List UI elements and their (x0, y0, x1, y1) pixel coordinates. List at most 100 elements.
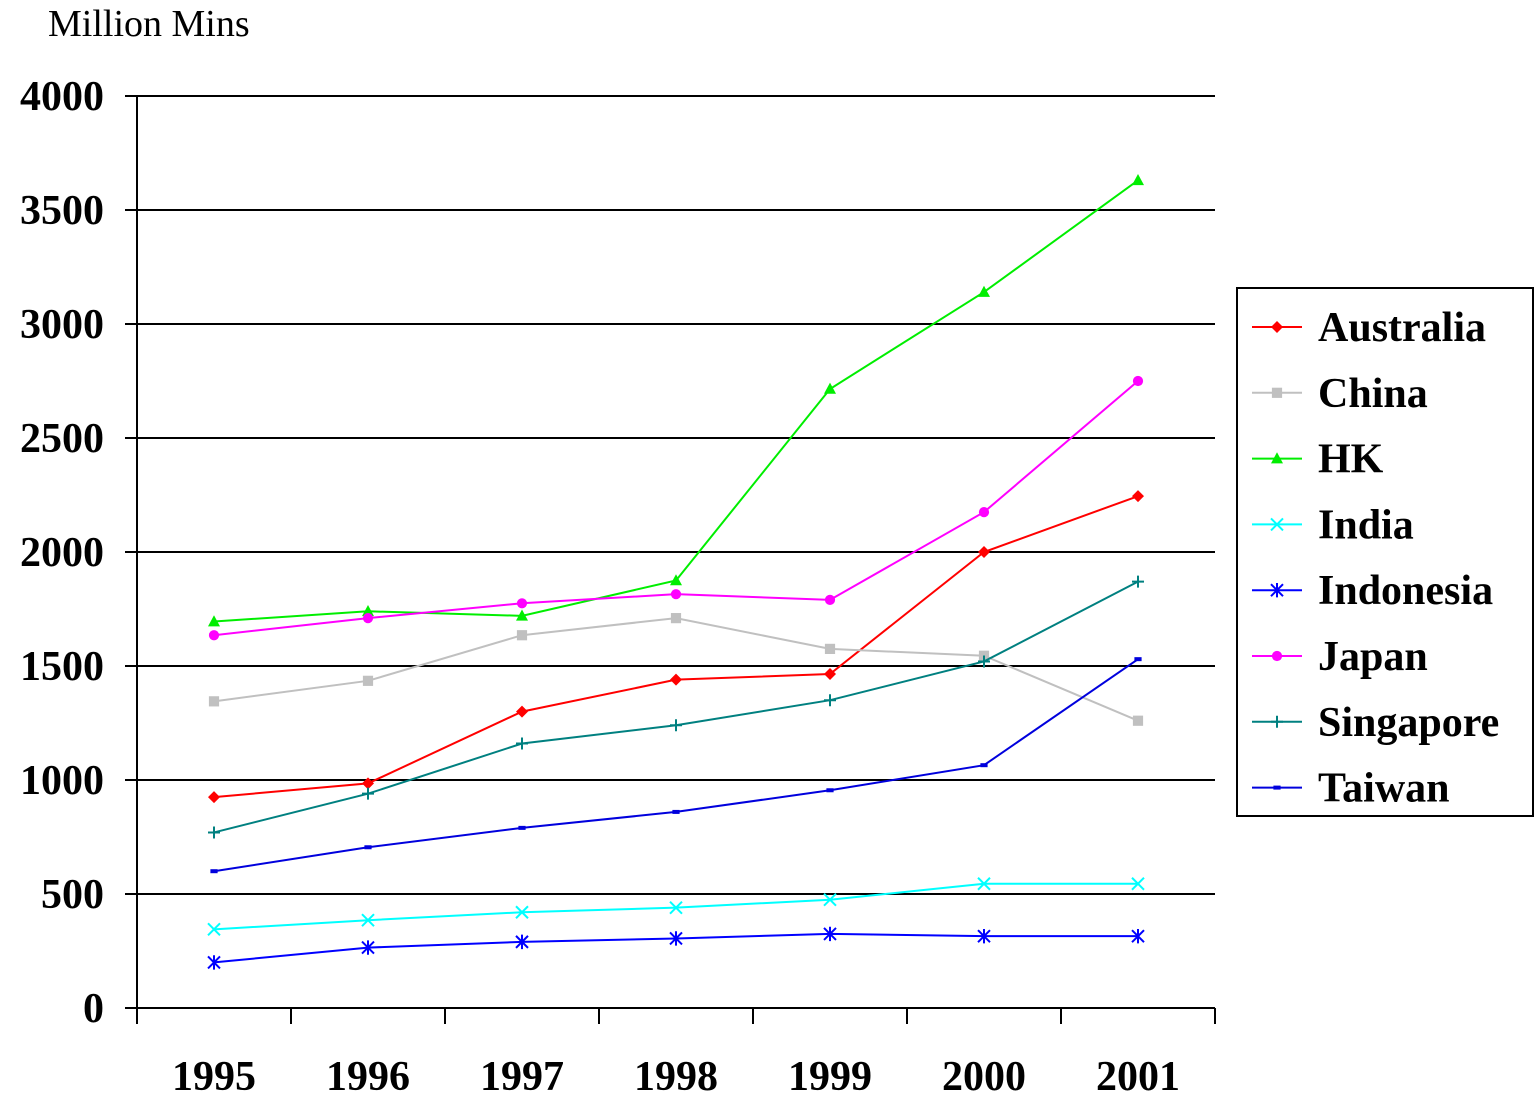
legend-label: Indonesia (1318, 568, 1493, 614)
data-point (208, 696, 220, 707)
legend-box (1236, 287, 1534, 817)
legend-item-singapore: Singapore (1252, 700, 1499, 746)
data-point (980, 763, 988, 768)
data-point (824, 667, 836, 680)
y-tick-label: 4000 (20, 74, 104, 120)
data-point (362, 777, 374, 790)
legend-label: HK (1318, 437, 1384, 483)
legend-label: China (1318, 371, 1428, 417)
series-line (213, 179, 1139, 623)
legend-label: India (1318, 502, 1414, 548)
data-point (515, 934, 529, 950)
series-taiwan (210, 657, 1142, 874)
data-point (1132, 174, 1144, 186)
x-tick-label: 1995 (172, 1054, 256, 1100)
data-point (1132, 715, 1144, 726)
x-tick-label: 2000 (942, 1054, 1026, 1100)
data-point (1270, 517, 1284, 532)
series-australia (208, 490, 1144, 804)
legend-item-indonesia: Indonesia (1252, 568, 1493, 614)
data-point (670, 589, 682, 600)
data-point (1131, 928, 1145, 944)
y-tick-label: 1500 (20, 644, 104, 690)
legend-item-china: China (1252, 371, 1428, 417)
legend: Australia China HK India Indonesia Japan Singa… (1236, 287, 1534, 817)
data-point (1271, 650, 1283, 662)
series-line (213, 658, 1139, 873)
data-point (362, 613, 374, 624)
data-point (515, 905, 529, 919)
x-tick-label: 1996 (326, 1054, 410, 1100)
x-tick-label: 1997 (480, 1054, 564, 1100)
data-point (670, 673, 682, 686)
series-china (208, 613, 1144, 726)
data-point (669, 900, 683, 915)
data-point (669, 931, 683, 946)
legend-item-india: India (1252, 502, 1414, 548)
data-point (516, 630, 528, 641)
data-point (823, 926, 837, 942)
data-point (516, 737, 528, 750)
data-point (1132, 575, 1144, 588)
series-singapore (208, 575, 1144, 839)
y-tick-label: 3000 (20, 302, 104, 348)
data-point (208, 791, 220, 804)
data-point (518, 825, 526, 830)
data-point (207, 955, 221, 970)
legend-label: Taiwan (1318, 766, 1450, 812)
data-point (824, 643, 836, 654)
data-point (361, 913, 375, 927)
data-point (1273, 785, 1281, 790)
series-line (213, 617, 1139, 722)
y-axis-label: Million Mins (48, 3, 250, 45)
legend-label: Singapore (1318, 700, 1499, 746)
legend-item-japan: Japan (1252, 634, 1428, 680)
data-point (1134, 657, 1142, 662)
data-point (361, 940, 375, 955)
series-japan (208, 375, 1144, 641)
data-point (1132, 375, 1144, 387)
data-point (824, 382, 836, 394)
data-point (1271, 452, 1283, 464)
data-point (210, 869, 218, 874)
series-india (207, 877, 1145, 937)
data-point (207, 922, 221, 937)
data-point (1271, 321, 1283, 333)
data-point (364, 845, 372, 850)
y-tick-label: 3500 (20, 188, 104, 234)
y-tick-label: 2500 (20, 416, 104, 462)
data-point (978, 546, 990, 558)
series-group (207, 174, 1145, 970)
axes (125, 95, 1216, 1024)
y-tick-label: 1000 (20, 758, 104, 804)
data-point (516, 598, 528, 609)
y-tick-label: 500 (41, 872, 104, 918)
data-point (516, 705, 528, 718)
data-point (362, 675, 374, 686)
data-point (362, 604, 374, 617)
data-point (1271, 715, 1283, 728)
data-point (362, 787, 374, 800)
data-point (208, 615, 220, 627)
data-point (672, 809, 680, 814)
data-point (1131, 877, 1145, 891)
legend-item-hk: HK (1252, 437, 1384, 483)
data-point (978, 655, 990, 668)
legend-item-australia: Australia (1252, 305, 1486, 351)
legend-item-taiwan: Taiwan (1252, 766, 1450, 812)
data-point (670, 613, 682, 624)
data-point (823, 892, 837, 907)
legend-label: Japan (1318, 634, 1428, 680)
data-point (978, 285, 990, 297)
y-tick-label: 0 (83, 986, 104, 1032)
data-point (824, 594, 836, 605)
data-point (516, 609, 528, 621)
data-point (208, 826, 220, 839)
data-point (977, 877, 991, 891)
x-tick-labels: 1995 1996 1997 1998 1999 2000 2001 (172, 1054, 1180, 1100)
grid-lines (137, 95, 1215, 895)
x-tick-label: 1999 (788, 1054, 872, 1100)
series-hk (208, 174, 1144, 627)
data-point (1271, 387, 1283, 398)
